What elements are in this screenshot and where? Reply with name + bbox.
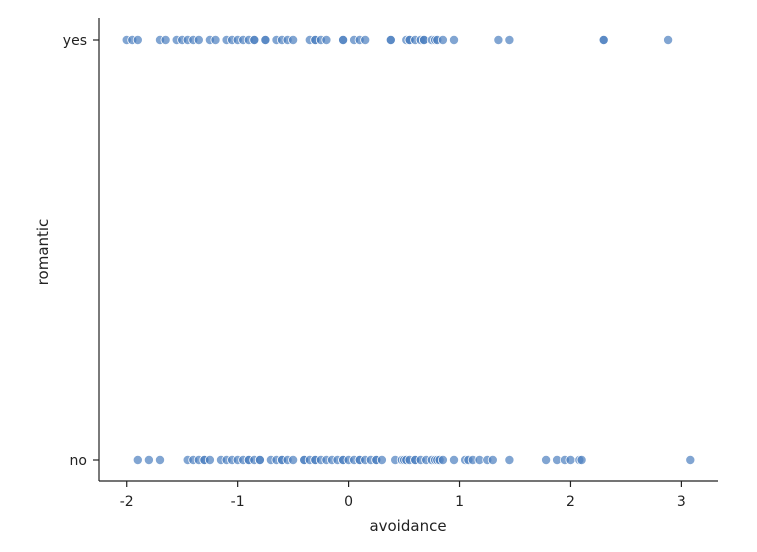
data-point	[210, 35, 221, 46]
data-point	[385, 35, 396, 46]
data-point	[576, 454, 587, 465]
data-point	[338, 35, 349, 46]
data-point	[143, 454, 154, 465]
data-point	[685, 454, 696, 465]
data-point	[204, 454, 215, 465]
x-tick-label: 1	[455, 494, 464, 510]
y-tick-label: yes	[63, 33, 87, 49]
x-tick-label: 3	[677, 494, 686, 510]
data-point	[288, 35, 299, 46]
data-point	[288, 454, 299, 465]
data-point	[132, 454, 143, 465]
data-point	[448, 35, 459, 46]
data-point	[360, 35, 371, 46]
y-axis-title: romantic	[34, 219, 52, 286]
data-point	[154, 454, 165, 465]
data-point	[437, 454, 448, 465]
data-point	[565, 454, 576, 465]
data-point	[437, 35, 448, 46]
data-point	[249, 35, 260, 46]
data-point	[504, 35, 515, 46]
data-point	[493, 35, 504, 46]
data-point	[254, 454, 265, 465]
data-point	[193, 35, 204, 46]
data-point	[504, 454, 515, 465]
data-point	[376, 454, 387, 465]
data-points	[121, 35, 696, 465]
y-tick-label: no	[70, 453, 87, 469]
axes: -2 -1 0 1 2 3 no yes	[63, 18, 718, 510]
data-point	[487, 454, 498, 465]
data-point	[321, 35, 332, 46]
data-point	[663, 35, 674, 46]
x-tick-label: -1	[231, 494, 245, 510]
data-point	[541, 454, 552, 465]
x-tick-label: 0	[344, 494, 353, 510]
x-tick-label: 2	[566, 494, 575, 510]
data-point	[598, 35, 609, 46]
x-axis-title: avoidance	[369, 517, 446, 535]
data-point	[260, 35, 271, 46]
data-point	[132, 35, 143, 46]
data-point	[160, 35, 171, 46]
data-point	[448, 454, 459, 465]
x-tick-label: -2	[120, 494, 134, 510]
